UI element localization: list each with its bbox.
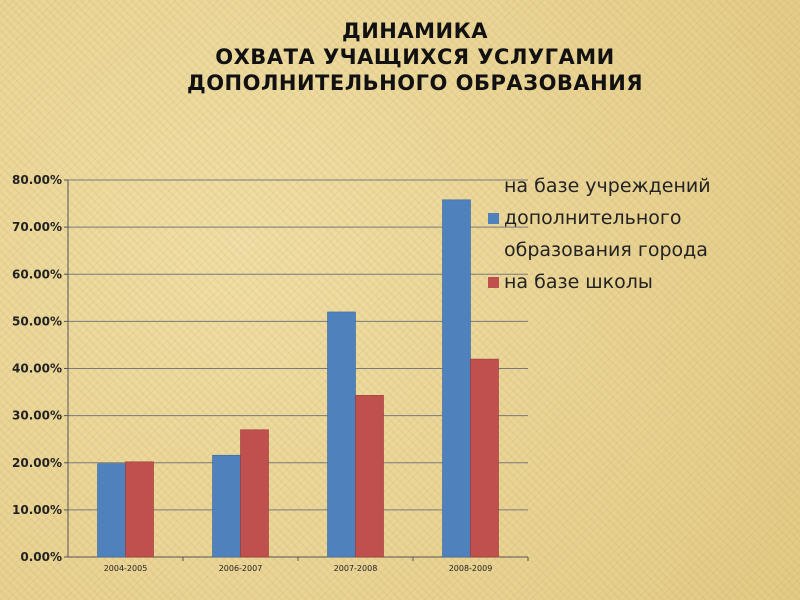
x-tick-label: 2008-2009 xyxy=(449,564,493,573)
title-line-3: ДОПОЛНИТЕЛЬНОГО ОБРАЗОВАНИЯ xyxy=(186,71,644,95)
chart-title: ДИНАМИКА ОХВАТА УЧАЩИХСЯ УСЛУГАМИ ДОПОЛН… xyxy=(0,18,800,96)
legend-swatch-series-1 xyxy=(488,213,499,224)
y-tick-label: 60.00% xyxy=(12,267,62,281)
x-tick-label: 2004-2005 xyxy=(104,564,148,573)
y-tick-label: 20.00% xyxy=(12,456,62,470)
y-tick-label: 40.00% xyxy=(12,362,62,376)
bar-series-1-2004-2005 xyxy=(97,463,126,558)
legend-label-series-1-continued: образования города xyxy=(504,239,708,261)
y-tick-label: 10.00% xyxy=(12,503,62,517)
bar-series-2-2007-2008 xyxy=(355,395,384,558)
legend-item-series-1: дополнительного xyxy=(488,202,748,234)
bar-series-1-2006-2007 xyxy=(212,454,241,558)
y-tick-label: 70.00% xyxy=(12,220,62,234)
x-tick-label: 2006-2007 xyxy=(219,564,263,573)
y-tick-label: 50.00% xyxy=(12,314,62,328)
y-tick-label: 30.00% xyxy=(12,409,62,423)
bar-series-2-2004-2005 xyxy=(125,461,154,558)
bar-series-2-2008-2009 xyxy=(470,358,499,558)
bar-series-2-2006-2007 xyxy=(240,429,269,558)
x-tick-label: 2007-2008 xyxy=(334,564,378,573)
title-line-2: ОХВАТА УЧАЩИХСЯ УСЛУГАМИ xyxy=(215,45,615,69)
y-tick-label: 80.00% xyxy=(12,173,62,187)
legend-item-series-2: на базе школы xyxy=(488,266,748,298)
legend: на базе учреждений дополнительного образ… xyxy=(488,170,748,298)
title-line-1: ДИНАМИКА xyxy=(342,19,488,43)
legend-label-series-1: дополнительного xyxy=(504,207,682,229)
bar-series-1-2007-2008 xyxy=(327,311,356,558)
legend-label-series-2: на базе школы xyxy=(504,271,653,293)
y-tick-label: 0.00% xyxy=(20,550,62,564)
legend-title-line: на базе учреждений xyxy=(504,175,711,197)
bar-series-1-2008-2009 xyxy=(442,199,471,558)
legend-swatch-series-2 xyxy=(488,277,499,288)
